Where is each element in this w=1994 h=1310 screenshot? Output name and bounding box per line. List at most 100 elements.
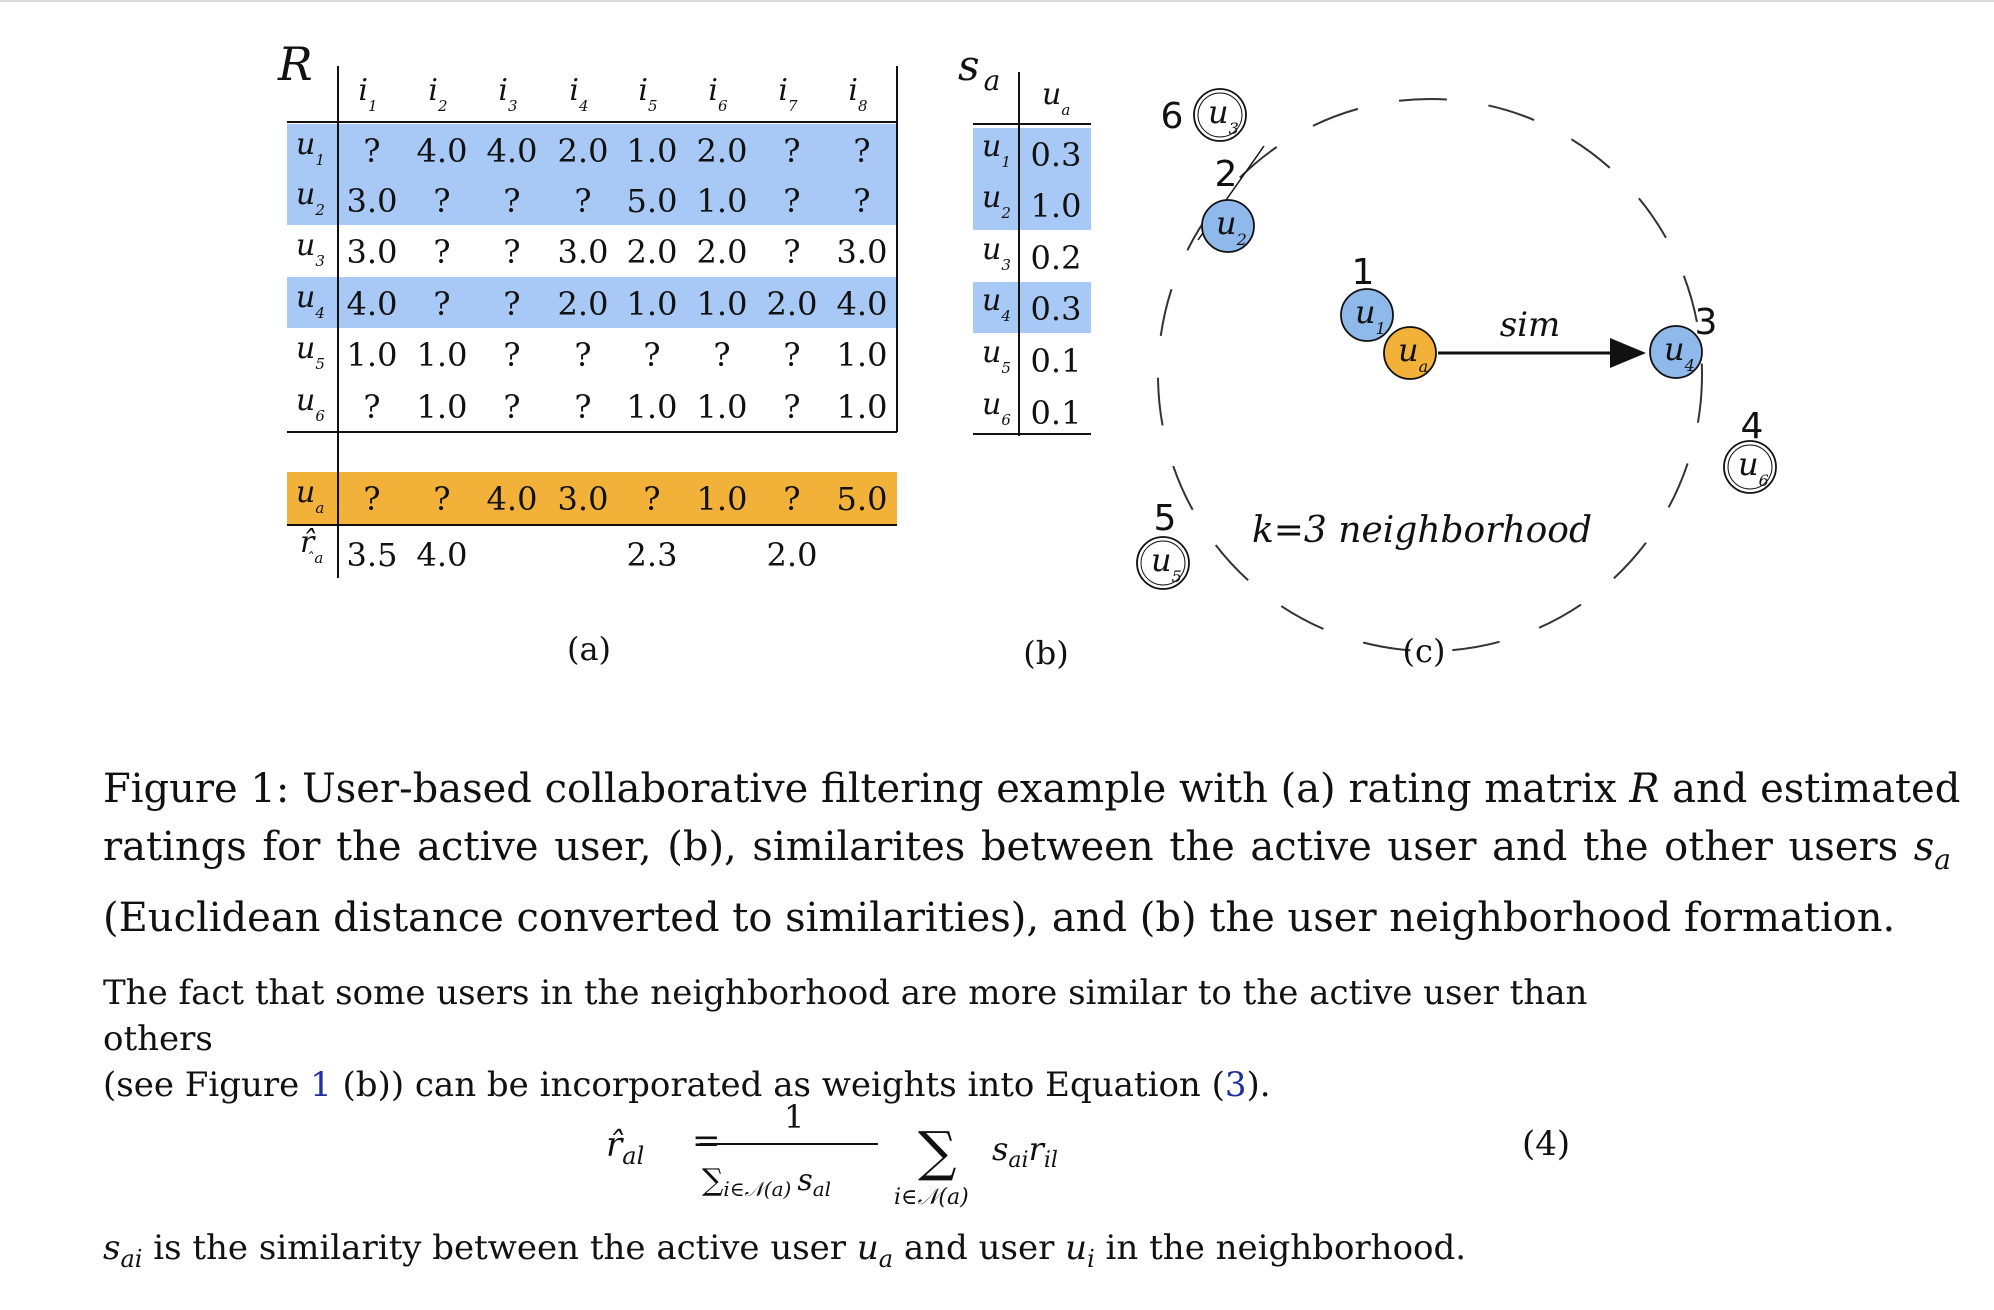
equation-4: r̂al = 1 ∑i∈𝒩(a) sal ∑ i∈𝒩(a) sairil (606, 1098, 1058, 1210)
item-header-i2: i2 (428, 73, 447, 115)
node-label-u6: u6 (1738, 445, 1769, 490)
rating-cell: ? (853, 132, 870, 170)
rating-cell: ? (363, 132, 380, 170)
sim-row-label-u5: u5 (982, 335, 1011, 377)
rating-cell: 1.0 (697, 182, 748, 220)
rating-cell: 1.0 (627, 285, 678, 323)
row-label-u6: u6 (296, 383, 325, 425)
sim-value: 0.3 (1031, 136, 1082, 174)
item-header-i5: i5 (638, 73, 657, 115)
panel-b-label: (b) (1023, 634, 1068, 672)
rating-cell: 1.0 (417, 336, 468, 374)
rating-cell: ? (783, 132, 800, 170)
node-rank-u4: 3 (1695, 302, 1718, 343)
active-rating-cell: ? (433, 480, 450, 518)
node-u4 (1649, 325, 1703, 379)
rating-cell: 3.0 (347, 233, 398, 271)
rating-cell: 1.0 (837, 336, 888, 374)
rating-cell: ? (503, 182, 520, 220)
node-rank-u2: 2 (1215, 154, 1238, 195)
figure-caption: Figure 1: User-based collaborative filte… (103, 760, 1960, 947)
rating-cell: 4.0 (837, 285, 888, 323)
sim-value: 0.2 (1031, 239, 1082, 277)
rating-cell: ? (574, 182, 591, 220)
node-label-u2: u2 (1216, 204, 1247, 249)
body-paragraph: The fact that some users in the neighbor… (103, 970, 1703, 1108)
estimate-cell: 2.3 (627, 536, 678, 574)
panel-a-label: (a) (567, 630, 611, 668)
node-u5 (1136, 536, 1190, 590)
neighborhood-boundary (1157, 98, 1703, 652)
active-rating-cell: 3.0 (558, 480, 609, 518)
active-rating-cell: ? (643, 480, 660, 518)
node-inner-ring-u3 (1197, 92, 1243, 138)
rating-cell: 2.0 (558, 132, 609, 170)
node-rank-u3: 6 (1161, 96, 1184, 137)
rating-cell: 1.0 (417, 388, 468, 426)
equation-ref-link[interactable]: 3 (1224, 1065, 1247, 1105)
eq-sum-index: i∈𝒩(a) (894, 1185, 969, 1210)
node-inner-ring-u6 (1727, 444, 1773, 490)
sim-row-label-u6: u6 (982, 387, 1011, 429)
active-rating-cell: ? (363, 480, 380, 518)
body-text-segment: ). (1246, 1065, 1271, 1105)
row-label-u2: u2 (296, 177, 325, 219)
rating-cell: 2.0 (697, 132, 748, 170)
rating-cell: ? (643, 336, 660, 374)
eq-sum-symbol: ∑ (918, 1120, 957, 1183)
sim-value: 0.3 (1031, 290, 1082, 328)
rating-cell: ? (503, 285, 520, 323)
node-u2 (1201, 199, 1255, 253)
figure-ref-link[interactable]: 1 (310, 1065, 332, 1105)
item-header-i3: i3 (498, 73, 517, 115)
eq-denominator: ∑i∈𝒩(a) sal (702, 1163, 831, 1201)
rating-cell: ? (433, 182, 450, 220)
row-label-u3: u3 (296, 228, 325, 270)
rating-cell: 2.0 (697, 233, 748, 271)
rating-cell: 3.0 (837, 233, 888, 271)
eq-lhs: r̂al (606, 1125, 644, 1170)
rating-cell: ? (503, 233, 520, 271)
node-label-u1: u1 (1355, 293, 1386, 338)
panel-c-neighborhood-graph: sim u11 u2 2 u3 6 u43 u55 u64 ua k=3 neighborhood (… (1136, 88, 1777, 670)
eq-summand: sairil (992, 1130, 1058, 1173)
active-rating-cell: 5.0 (837, 480, 888, 518)
node-label-u3: u3 (1208, 93, 1239, 138)
node-label-u5: u5 (1151, 541, 1182, 586)
body-text-segment: (see Figure (103, 1065, 311, 1105)
highlight-sim-u2 (973, 179, 1091, 230)
rating-cell: ? (783, 233, 800, 271)
highlight-sim-u1 (973, 128, 1091, 179)
footer-sentence: sai is the similarity between the active… (103, 1228, 1467, 1273)
sim-value: 1.0 (1031, 187, 1082, 225)
rating-cell: 5.0 (627, 182, 678, 220)
neighborhood-label: k=3 neighborhood (1252, 510, 1592, 551)
sim-row-label-u3: u3 (982, 232, 1011, 274)
estimate-cell: 2.0 (767, 536, 818, 574)
rating-cell: ? (574, 388, 591, 426)
active-rating-cell: 1.0 (697, 480, 748, 518)
rating-cell: 1.0 (627, 388, 678, 426)
highlight-sim-u4 (973, 282, 1091, 333)
rating-cell: ? (783, 336, 800, 374)
rating-cell: ? (783, 388, 800, 426)
rating-cell: 1.0 (837, 388, 888, 426)
rating-cell: 1.0 (627, 132, 678, 170)
footer-segment: and user (893, 1228, 1066, 1268)
node-label-ua: ua (1398, 331, 1428, 376)
rating-cell: 1.0 (697, 388, 748, 426)
footer-segment: is the similarity between the active use… (142, 1228, 857, 1268)
matrix-label: R (277, 37, 313, 91)
rating-cell: 4.0 (347, 285, 398, 323)
node-ua (1383, 326, 1437, 380)
node-rank-u6: 4 (1741, 406, 1764, 447)
row-label-active: ua (296, 475, 324, 517)
rating-cell: 3.0 (558, 233, 609, 271)
highlight-row-active (287, 472, 897, 524)
row-label-u4: u4 (296, 280, 325, 322)
rating-cell: ? (433, 285, 450, 323)
rating-cell: 3.0 (347, 182, 398, 220)
sim-row-label-u4: u4 (982, 283, 1011, 325)
